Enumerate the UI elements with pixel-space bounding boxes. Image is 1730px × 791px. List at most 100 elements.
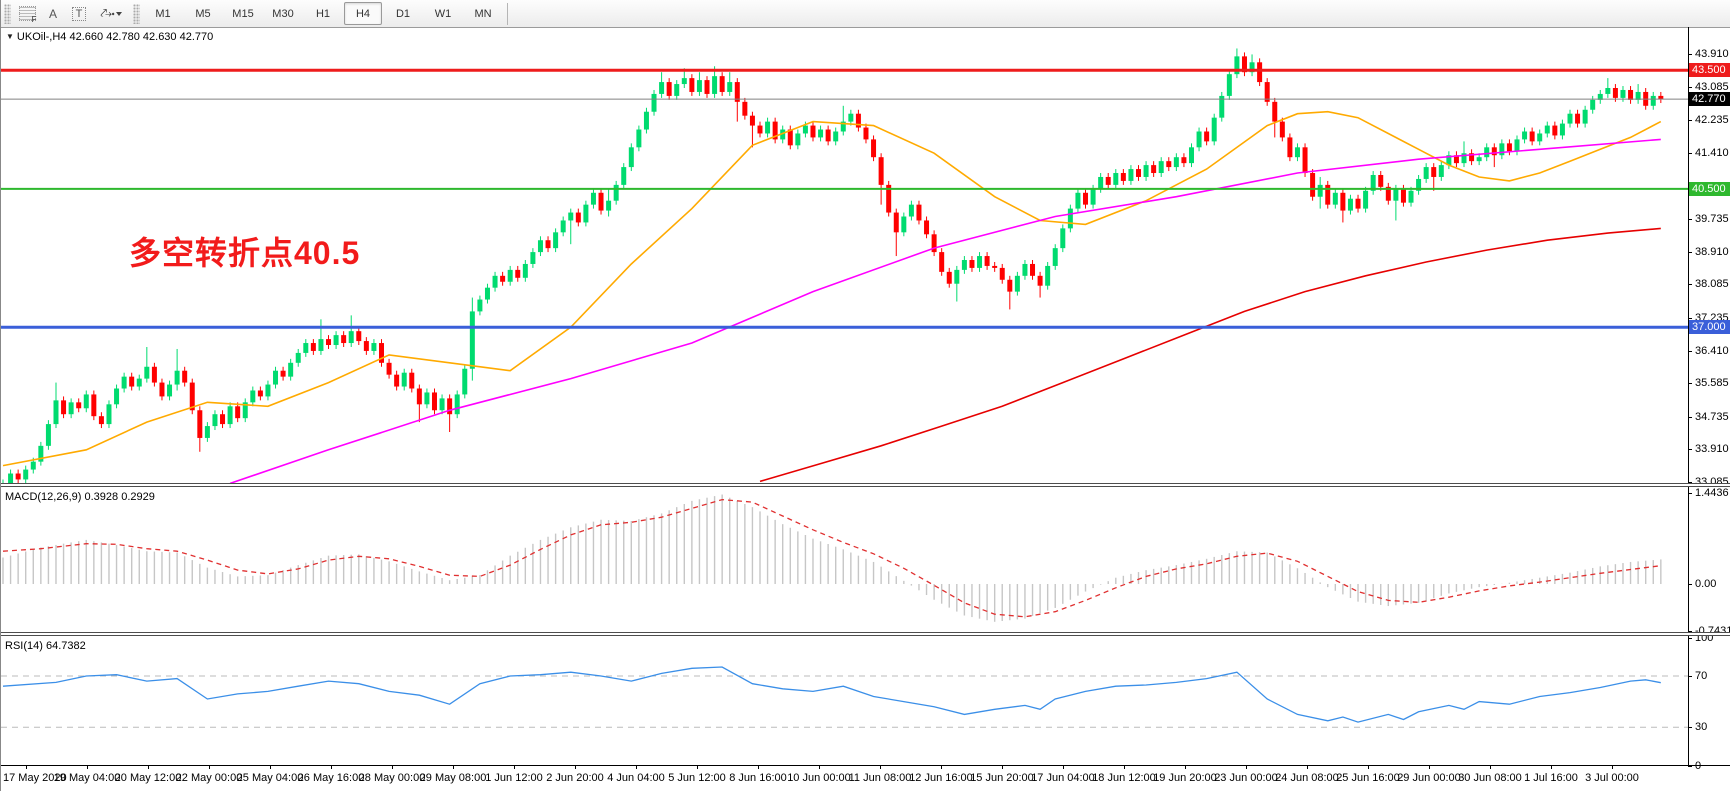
price-tick-label: 38.910 [1695,245,1729,258]
price-tick [1688,482,1692,484]
time-tick [514,766,515,769]
ma-fast-line [2,110,1662,467]
toolbar-separator [507,2,508,25]
rsi-tick [1688,727,1692,729]
price-tick [1688,383,1692,385]
time-tick [453,766,454,769]
fibonacci-tool-icon[interactable]: F [16,3,38,24]
price-tick [1688,317,1692,319]
timeframe-button-M30[interactable]: M30 [272,7,294,20]
timeframe-button-D1[interactable]: D1 [395,7,411,20]
time-tick [331,766,332,769]
time-label: 29 May 08:00 [419,772,487,784]
timeframe-button-group: M1 M5 M15 M30 H1 H4 D1 W1 MN [143,2,503,25]
price-tick [1688,416,1692,418]
time-tick [26,766,27,769]
price-tick [1688,54,1692,55]
time-label: 24 Jun 08:00 [1275,772,1339,784]
rsi-panel[interactable] [1,637,1688,765]
time-tick [575,766,576,769]
panel-splitter-macd[interactable] [1,483,1730,487]
time-tick [1429,766,1430,769]
time-axis[interactable]: 17 May 2020 19 May 04:00 20 May 12:00 22 Ma… [1,765,1730,791]
price-tick [1688,152,1692,154]
time-label: 29 Jun 00:00 [1397,772,1461,784]
time-tick [758,766,759,769]
time-label: 15 Jun 20:00 [970,772,1034,784]
time-label: 19 May 04:00 [53,772,121,784]
timeframe-button-MN[interactable]: MN [474,7,492,20]
macd-panel[interactable] [1,488,1688,632]
time-label: 12 Jun 16:00 [909,772,973,784]
rsi-value: 64.7382 [45,640,86,652]
price-tick-label: 42.235 [1695,114,1729,127]
rsi-tick-label: 70 [1695,670,1708,682]
macd-signal-line [2,498,1661,618]
time-label: 30 Jun 08:00 [1458,772,1522,784]
time-tick [148,766,149,769]
time-tick [87,766,88,769]
text-tool-glyph: A [48,6,57,21]
macd-tick-label: 0.00 [1695,578,1717,590]
text-tool-icon[interactable]: A [42,3,64,24]
price-chart-panel[interactable] [1,27,1688,483]
macd-label: MACD(12,26,9) 0.3928 0.2929 [5,491,155,503]
time-tick [941,766,942,769]
toolbar-grip[interactable] [4,3,11,24]
macd-tick [1688,630,1692,632]
price-axis-line [1688,27,1689,765]
text-label-tool-icon[interactable]: T [68,3,90,24]
price-tick [1688,350,1692,352]
time-tick [1124,766,1125,769]
toolbar: F A T ⤤⤞ M1 M5 M15 M30 H1 H4 D1 W1 MN [1,0,1730,28]
time-tick [1063,766,1064,769]
time-tick [1307,766,1308,769]
price-tick [1688,120,1692,122]
timeframe-button-M1[interactable]: M1 [155,7,171,20]
ma-mid-line [229,138,1661,483]
price-tick-label: 43.085 [1695,80,1729,93]
arrow-tools-icon[interactable]: ⤤⤞ [94,3,128,24]
time-tick [1490,766,1491,769]
time-tick [209,766,210,769]
price-tick [1688,449,1692,451]
timeframe-button-M15[interactable]: M15 [232,7,254,20]
time-label: 1 Jul 16:00 [1524,772,1578,784]
time-label: 8 Jun 16:00 [729,772,787,784]
macd-histogram [2,494,1662,622]
time-label: 4 Jun 04:00 [607,772,665,784]
toolbar-grip-2[interactable] [133,3,140,24]
time-label: 25 May 04:00 [236,772,304,784]
time-label: 18 Jun 12:00 [1092,772,1156,784]
price-tick [1688,284,1692,286]
time-tick [392,766,393,769]
time-label: 10 Jun 00:00 [787,772,851,784]
time-tick [1185,766,1186,769]
timeframe-button-H4[interactable]: H4 [344,2,382,25]
price-badge-42.770: 42.770 [1689,92,1730,107]
price-tick-label: 35.585 [1695,377,1729,390]
time-label: 2 Jun 20:00 [546,772,604,784]
chart-annotation[interactable]: 多空转折点40.5 [129,235,361,271]
time-label: 11 Jun 08:00 [848,772,912,784]
panel-splitter-rsi[interactable] [1,632,1730,636]
text-label-glyph: T [71,6,87,21]
timeframe-button-M5[interactable]: M5 [195,7,211,20]
time-label: 22 May 00:00 [175,772,243,784]
symbol-dropdown-icon[interactable]: ▼ [6,32,14,41]
price-tick-label: 41.410 [1695,146,1729,159]
price-tick-label: 33.910 [1695,443,1729,456]
time-tick [819,766,820,769]
rsi-line [2,666,1661,723]
time-tick [1368,766,1369,769]
timeframe-button-W1[interactable]: W1 [434,7,452,20]
time-label: 17 Jun 04:00 [1031,772,1095,784]
time-label: 26 May 16:00 [297,772,365,784]
macd-signal-value: 0.2929 [121,491,155,503]
price-badge-37.000: 37.000 [1689,320,1730,335]
rsi-tick-label: 0 [1695,759,1702,772]
timeframe-button-H1[interactable]: H1 [315,7,331,20]
time-tick [1551,766,1552,769]
arrows-glyph: ⤤⤞ [100,6,114,20]
time-tick [636,766,637,769]
